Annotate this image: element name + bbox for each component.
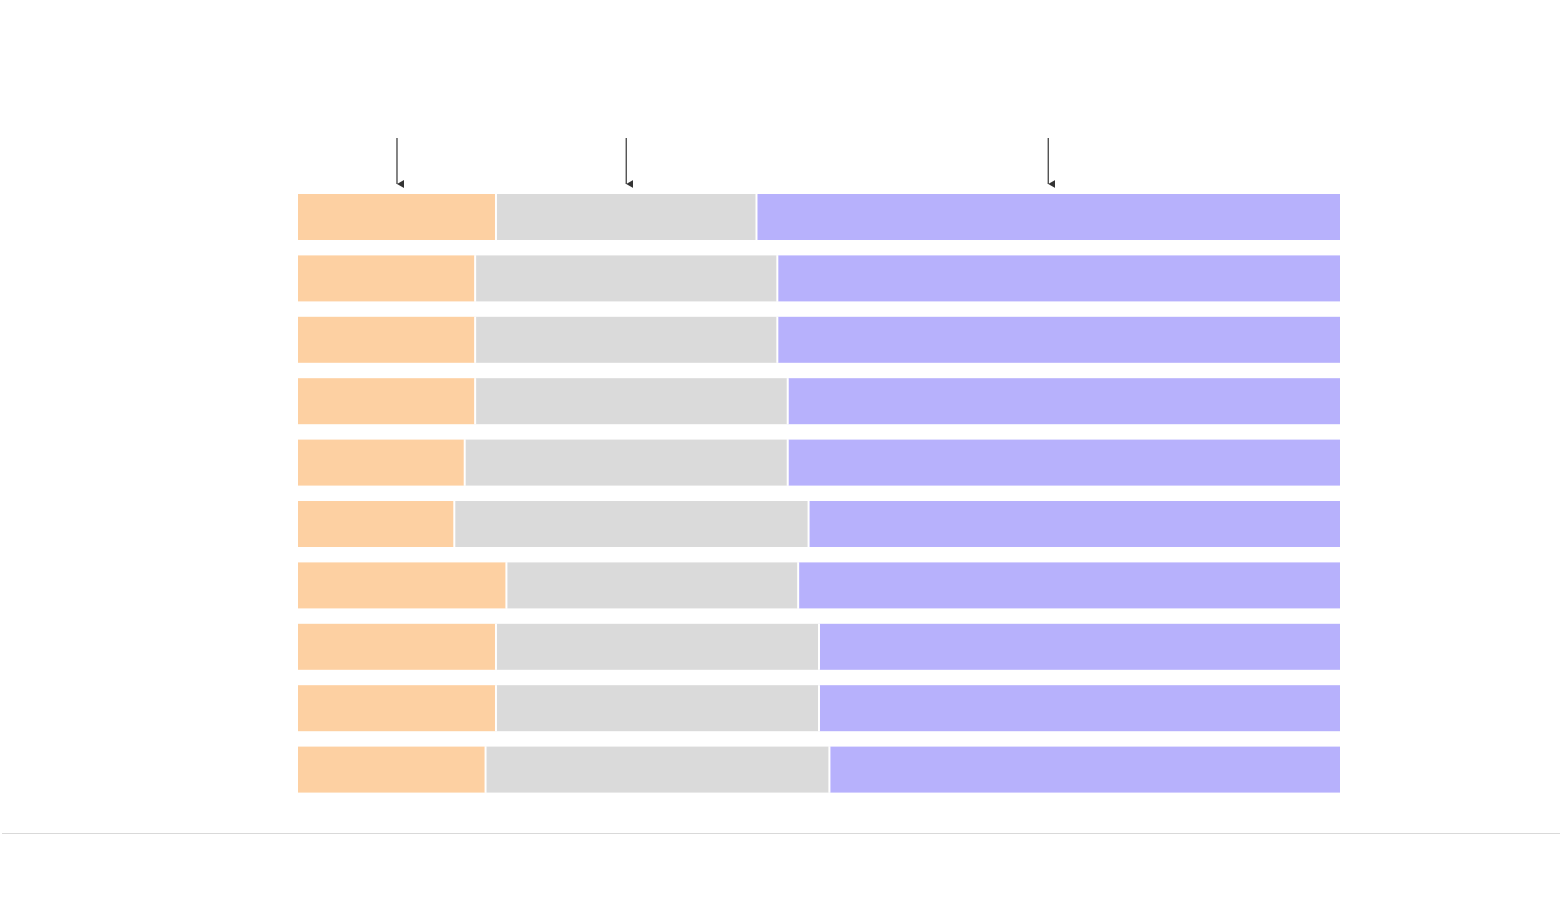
segment-separator (776, 255, 779, 302)
segment-separator (818, 623, 820, 670)
bottom-divider (2, 833, 1560, 834)
bar-segment-row-8-series-3 (819, 623, 1340, 670)
segment-separator (786, 378, 789, 425)
segment-separator (494, 685, 497, 732)
bar-segment-row-9-series-3 (819, 685, 1340, 732)
bar-segment-row-6-series-2 (454, 501, 809, 547)
bar-segment-row-9-series-2 (495, 685, 819, 732)
segment-separator (474, 378, 477, 425)
segment-separator (484, 746, 487, 793)
bar-segment-row-3-series-3 (777, 316, 1340, 363)
bar-segment-row-1-series-2 (495, 194, 757, 240)
segment-separator (828, 746, 831, 793)
bar-segment-row-2-series-3 (777, 255, 1340, 302)
bar-segment-row-5-series-2 (464, 439, 788, 486)
bar-segment-row-3-series-1 (298, 316, 476, 363)
segment-separator (494, 194, 497, 240)
segment-separator (505, 562, 508, 609)
bar-segment-row-9-series-1 (298, 685, 496, 732)
bar-segment-row-1-series-3 (756, 194, 1340, 240)
bar-segment-row-7-series-3 (798, 562, 1340, 609)
bar-segment-row-6-series-1 (298, 501, 455, 547)
segment-separator (786, 439, 789, 486)
bar-segment-row-10-series-2 (485, 746, 830, 793)
bar-segment-row-2-series-1 (298, 255, 476, 302)
segment-separator (755, 194, 758, 240)
bar-segment-row-4-series-2 (475, 378, 788, 425)
bar-segment-row-1-series-1 (298, 194, 496, 240)
bar-segment-row-6-series-3 (808, 501, 1340, 547)
segment-separator (453, 501, 456, 547)
segment-separator (474, 316, 477, 363)
segment-separator (474, 255, 477, 302)
segment-separator (797, 562, 800, 609)
segment-separator (494, 623, 497, 670)
bar-segment-row-8-series-2 (495, 623, 819, 670)
bar-segment-row-2-series-2 (475, 255, 778, 302)
bar-segment-row-7-series-1 (298, 562, 507, 609)
bar-segment-row-8-series-1 (298, 623, 496, 670)
bar-segment-row-4-series-1 (298, 378, 476, 425)
bar-segment-row-3-series-2 (475, 316, 778, 363)
bar-segment-row-10-series-1 (298, 746, 486, 793)
bar-segment-row-5-series-3 (787, 439, 1340, 486)
bar-segment-row-4-series-3 (787, 378, 1340, 425)
segment-separator (776, 316, 779, 363)
segment-separator (807, 501, 810, 547)
bar-segment-row-10-series-3 (829, 746, 1340, 793)
segment-separator (818, 685, 820, 732)
bar-segment-row-5-series-1 (298, 439, 465, 486)
bar-segment-row-7-series-2 (506, 562, 799, 609)
segment-separator (463, 439, 466, 486)
